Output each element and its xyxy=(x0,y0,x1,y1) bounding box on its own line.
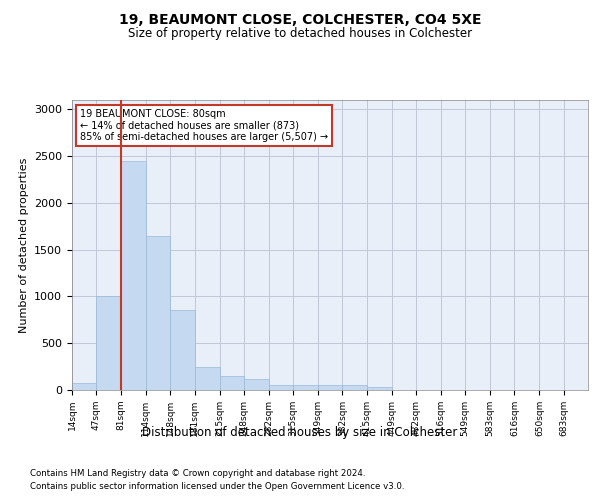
Text: Distribution of detached houses by size in Colchester: Distribution of detached houses by size … xyxy=(142,426,458,439)
Text: 19, BEAUMONT CLOSE, COLCHESTER, CO4 5XE: 19, BEAUMONT CLOSE, COLCHESTER, CO4 5XE xyxy=(119,12,481,26)
Bar xyxy=(343,386,367,390)
Bar xyxy=(96,296,121,390)
Bar xyxy=(121,161,146,390)
Bar xyxy=(269,385,293,390)
Bar xyxy=(170,310,195,390)
Bar xyxy=(318,386,343,390)
Text: Contains public sector information licensed under the Open Government Licence v3: Contains public sector information licen… xyxy=(30,482,404,491)
Text: 19 BEAUMONT CLOSE: 80sqm
← 14% of detached houses are smaller (873)
85% of semi-: 19 BEAUMONT CLOSE: 80sqm ← 14% of detach… xyxy=(80,108,328,142)
Bar xyxy=(72,384,96,390)
Text: Size of property relative to detached houses in Colchester: Size of property relative to detached ho… xyxy=(128,28,472,40)
Bar xyxy=(146,236,170,390)
Bar xyxy=(220,376,244,390)
Bar xyxy=(195,366,220,390)
Bar xyxy=(367,387,392,390)
Bar xyxy=(244,379,269,390)
Bar xyxy=(293,385,318,390)
Text: Contains HM Land Registry data © Crown copyright and database right 2024.: Contains HM Land Registry data © Crown c… xyxy=(30,468,365,477)
Y-axis label: Number of detached properties: Number of detached properties xyxy=(19,158,29,332)
